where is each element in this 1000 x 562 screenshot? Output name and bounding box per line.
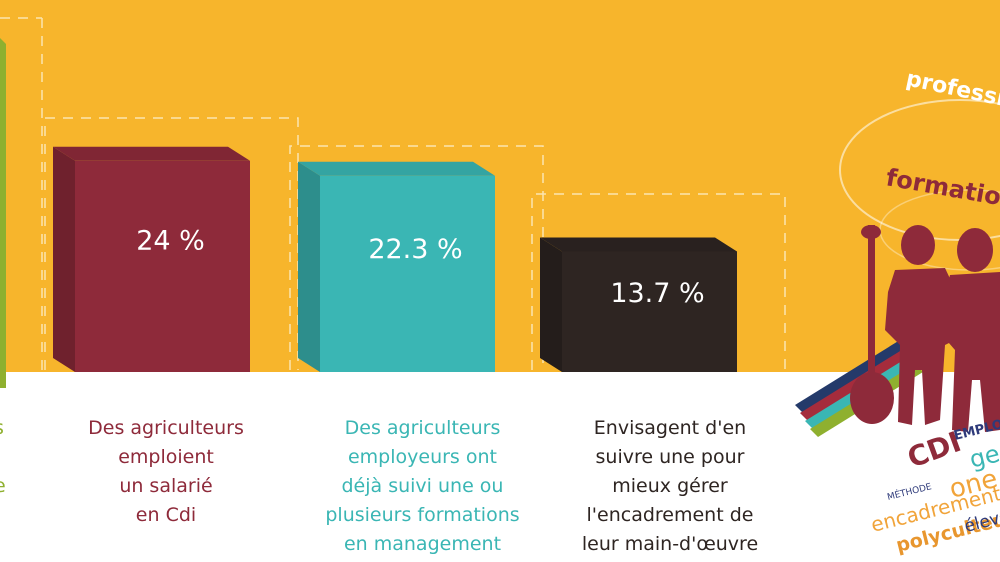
bar-value-label: 22.3 % <box>368 234 462 265</box>
caption-line: Des agriculteurs <box>344 417 501 439</box>
caption-line: employeurs ont <box>347 446 497 468</box>
bar-top-face <box>298 161 495 176</box>
caption-line: déjà suivi une ou <box>341 475 504 497</box>
stripe-navy <box>795 340 908 413</box>
bar-value-label: 13.7 % <box>610 278 704 309</box>
partial-green-bar <box>0 17 43 388</box>
caption-line: mieux gérer <box>612 475 728 497</box>
caption-line: en Cdi <box>135 504 197 526</box>
bar-side-face <box>298 161 320 372</box>
partial-caption-spacer <box>0 443 10 472</box>
bar-caption-1: Des agriculteurs emploient un salarié en… <box>66 414 266 530</box>
partial-caption-line-2: e <box>0 472 10 501</box>
worker-silhouette <box>850 225 960 425</box>
caption-line: emploient <box>118 446 214 468</box>
bar-caption-2: Des agriculteurs employeurs ont déjà sui… <box>305 414 540 559</box>
bar-guide-outline <box>289 145 544 370</box>
bar <box>75 160 250 372</box>
bar-top-face <box>53 146 250 161</box>
bar-caption-3: Envisagent d'en suivre une pour mieux gé… <box>555 414 785 559</box>
caption-line: plusieurs formations <box>325 504 520 526</box>
worker-silhouette-2 <box>942 228 1000 432</box>
caption-line: suivre une pour <box>595 446 745 468</box>
bar <box>320 175 495 372</box>
caption-line: leur main-d'œuvre <box>581 533 759 555</box>
word-ge: ge <box>967 439 1000 473</box>
caption-line: un salarié <box>119 475 213 497</box>
bar-value-label: 24 % <box>136 226 205 257</box>
partial-left-caption: s e <box>0 414 10 501</box>
bars-layer: 24 % 22.3 % 13.7 % <box>53 146 737 372</box>
bar-side-face <box>53 146 75 372</box>
bar <box>562 251 737 372</box>
caption-line: l'encadrement de <box>586 504 754 526</box>
caption-line: Envisagent d'en <box>593 417 747 439</box>
bar-side-face <box>540 237 562 372</box>
caption-line: Des agriculteurs <box>88 417 244 439</box>
partial-caption-line-1: s <box>0 414 10 443</box>
bar-top-face <box>540 237 737 252</box>
caption-line: en management <box>343 533 502 555</box>
